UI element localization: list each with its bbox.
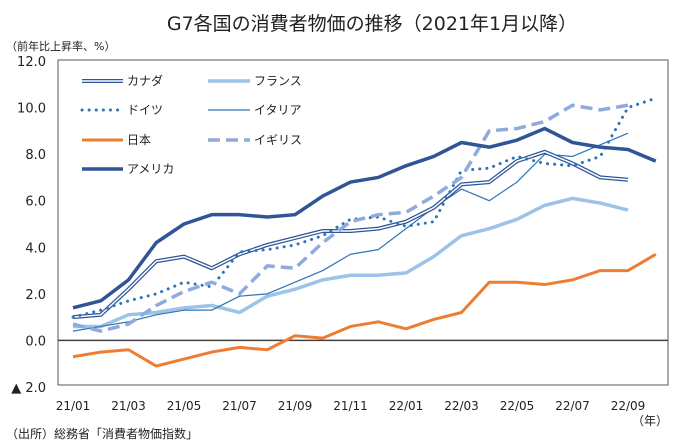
y-tick-label: 4.0 [25,241,46,256]
y-tick-label: 10.0 [17,102,46,117]
y-axis-unit-label: （前年比上昇率、%） [6,39,115,53]
legend-item: フランス [208,74,302,88]
series-line-4 [72,132,629,332]
legend-item: ドイツ [80,103,163,117]
series-line-5 [72,252,657,368]
x-tick-label: 21/05 [167,399,202,413]
legend-label: イタリア [254,103,302,117]
y-tick-label: 8.0 [25,148,46,163]
series-line-3 [71,96,658,319]
y-tick-label: ▲ 2.0 [11,381,46,396]
y-tick-label: 12.0 [17,55,46,70]
x-axis-unit-label: （年） [632,414,668,428]
legend-item: イギリス [208,133,302,147]
series-line-6 [72,103,629,333]
x-tick-label: 22/05 [500,399,535,413]
chart-title: G7各国の消費者物価の推移（2021年1月以降） [167,13,577,35]
y-tick-label: 2.0 [25,288,46,303]
x-tick-label: 22/03 [444,399,479,413]
legend-item: イタリア [208,103,302,117]
legend-item: カナダ [82,73,163,88]
x-tick-label: 21/09 [278,399,313,413]
legend-item: 日本 [82,133,151,147]
y-tick-label: 6.0 [25,195,46,210]
x-tick-label: 22/09 [611,399,646,413]
x-tick-label: 22/01 [389,399,424,413]
x-tick-label: 21/07 [222,399,257,413]
x-tick-label: 21/01 [56,399,91,413]
series-line-1 [72,149,629,320]
x-tick-label: 21/03 [111,399,146,413]
x-tick-label: 21/11 [333,399,368,413]
source-note: （出所）総務省「消費者物価指数」 [6,426,198,441]
legend-label: カナダ [127,73,163,88]
y-tick-label: 0.0 [25,334,46,349]
legend-label: フランス [254,74,302,88]
legend-label: アメリカ [127,162,174,176]
x-tick-label: 22/07 [555,399,590,413]
legend-item: アメリカ [82,162,174,176]
plot-frame [57,59,669,386]
legend-label: ドイツ [127,103,163,117]
series-line-7 [72,126,657,310]
series-line-2 [73,196,629,329]
legend-label: 日本 [127,133,151,147]
legend-label: イギリス [254,133,302,147]
